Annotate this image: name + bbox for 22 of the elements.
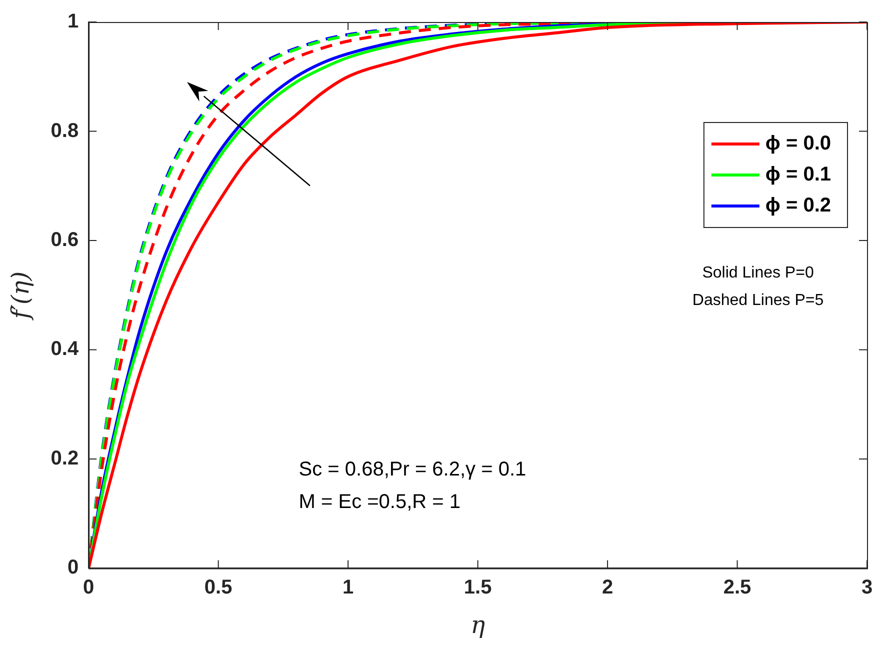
legend-label: ϕ = 0.2 [765, 194, 832, 217]
x-tick-label: 3 [861, 576, 873, 599]
x-tick-label: 0 [83, 576, 94, 599]
x-tick-label: 0.5 [204, 576, 232, 599]
y-tick-label: 0.6 [50, 228, 79, 251]
y-tick-label: 0.2 [50, 447, 79, 470]
x-axis-title: η [470, 610, 486, 639]
x-tick-label: 2.5 [723, 576, 752, 599]
annotation: Dashed Lines P=5 [692, 292, 824, 309]
y-tick-label: 1 [67, 10, 79, 33]
y-axis-title: f′(η) [6, 271, 35, 321]
x-tick-label: 1.5 [464, 576, 492, 599]
annotation: Solid Lines P=0 [702, 264, 814, 282]
y-tick-label: 0 [67, 556, 79, 579]
y-tick-label: 0.4 [50, 338, 80, 360]
legend-label: ϕ = 0.1 [765, 164, 832, 186]
x-tick-label: 2 [602, 576, 614, 599]
legend-label: ϕ = 0.0 [765, 132, 832, 155]
annotation: Sc = 0.68,Pr = 6.2,γ = 0.1 [298, 458, 526, 480]
annotation: M = Ec =0.5,R = 1 [298, 491, 461, 514]
x-tick-label: 1 [342, 576, 354, 599]
y-tick-label: 0.8 [50, 120, 79, 142]
